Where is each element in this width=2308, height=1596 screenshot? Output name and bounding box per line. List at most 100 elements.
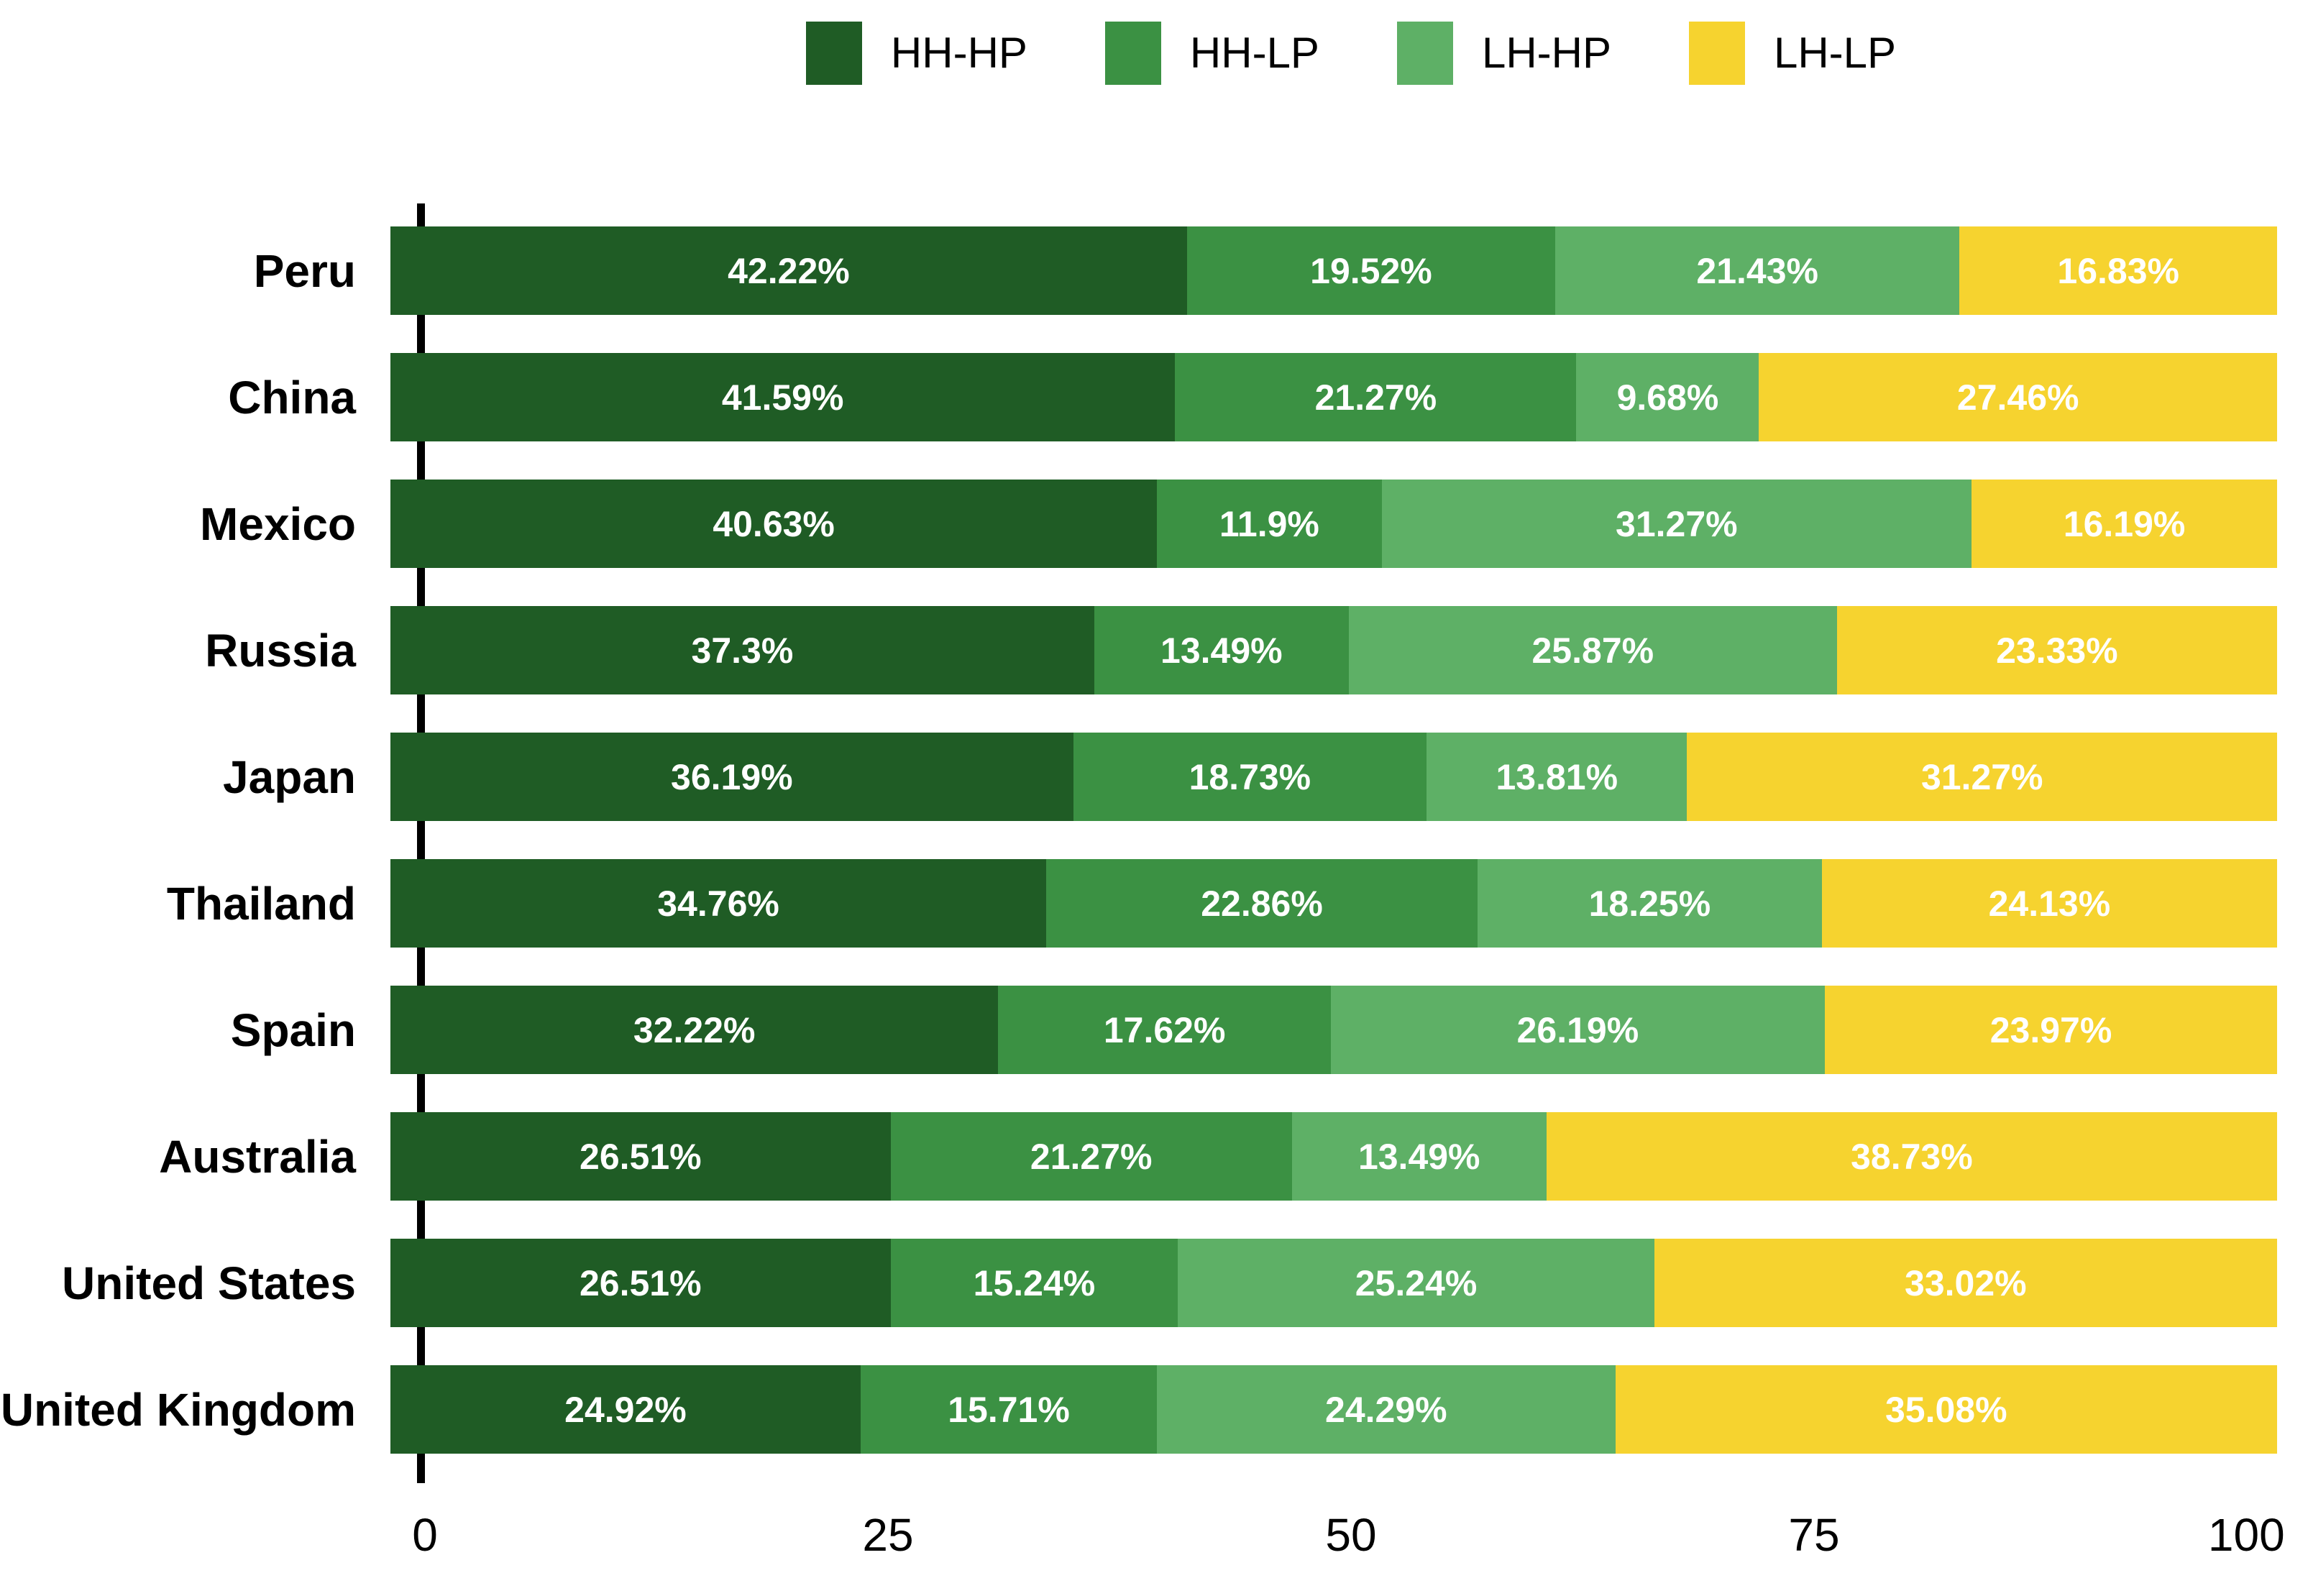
bar-row: Australia 26.51% 21.27% 13.49% 38.73%	[0, 1112, 2278, 1201]
category-label: Thailand	[166, 877, 356, 930]
bar-segment: 13.49%	[1094, 606, 1349, 694]
segment-value-label: 13.81%	[1496, 756, 1618, 797]
x-axis-tick-label: 50	[1325, 1509, 1377, 1561]
segment-value-label: 21.27%	[1314, 377, 1437, 418]
bar-segment: 13.49%	[1291, 1112, 1547, 1201]
bar-segment: 25.87%	[1348, 606, 1837, 694]
segment-value-label: 25.87%	[1531, 630, 1654, 671]
bar-segment: 31.27%	[1687, 733, 2277, 821]
bar-segment: 33.02%	[1654, 1239, 2277, 1327]
legend-label: HH-LP	[1189, 29, 1319, 77]
bar-segment: 21.27%	[890, 1112, 1292, 1201]
segment-value-label: 15.24%	[973, 1262, 1096, 1303]
bar-segment: 23.33%	[1836, 606, 2277, 694]
bar-segment: 9.68%	[1576, 353, 1759, 441]
segment-value-label: 15.71%	[948, 1389, 1070, 1430]
bar-segment: 40.63%	[390, 480, 1158, 568]
segment-value-label: 36.19%	[671, 756, 793, 797]
bar-segment: 37.3%	[390, 606, 1094, 694]
segment-value-label: 11.9%	[1219, 503, 1319, 544]
segment-value-label: 32.22%	[633, 1009, 756, 1050]
bar-segment: 16.19%	[1972, 480, 2277, 568]
segment-value-label: 9.68%	[1616, 377, 1719, 418]
bar-row: Spain 32.22% 17.62% 26.19% 23.97%	[0, 986, 2277, 1074]
segment-value-label: 33.02%	[1905, 1262, 2027, 1303]
bar-segment: 15.24%	[890, 1239, 1178, 1327]
bar-segment: 18.25%	[1477, 859, 1822, 948]
legend-swatch	[1396, 22, 1453, 85]
bar-segment: 18.73%	[1073, 733, 1427, 821]
bar-segment: 26.19%	[1330, 986, 1826, 1074]
legend-label: LH-LP	[1773, 29, 1897, 77]
bar-segment: 34.76%	[390, 859, 1047, 948]
segment-value-label: 23.33%	[1996, 630, 2118, 671]
segment-value-label: 21.43%	[1696, 250, 1819, 291]
bar-track: 24.92% 15.71% 24.29% 35.08%	[390, 1365, 2278, 1454]
bar-segment: 24.13%	[1821, 859, 2277, 948]
bar-row: Peru 42.22% 19.52% 21.43% 16.83%	[0, 226, 2278, 315]
bar-segment: 21.27%	[1175, 353, 1577, 441]
segment-value-label: 24.29%	[1325, 1389, 1447, 1430]
x-axis-tick-label: 0	[412, 1509, 438, 1561]
category-label: United States	[62, 1257, 356, 1309]
segment-value-label: 22.86%	[1201, 883, 1323, 924]
legend-item: HH-LP	[1104, 22, 1319, 85]
bar-track: 26.51% 15.24% 25.24% 33.02%	[390, 1239, 2277, 1327]
segment-value-label: 13.49%	[1160, 630, 1283, 671]
category-label: Peru	[253, 244, 356, 297]
x-axis-tick-label: 75	[1788, 1509, 1840, 1561]
legend-label: HH-HP	[890, 29, 1027, 77]
segment-value-label: 13.49%	[1357, 1136, 1480, 1177]
bar-row: United States 26.51% 15.24% 25.24% 33.02%	[0, 1239, 2277, 1327]
legend-item: LH-HP	[1396, 22, 1611, 85]
bar-track: 42.22% 19.52% 21.43% 16.83%	[390, 226, 2278, 315]
bar-track: 37.3% 13.49% 25.87% 23.33%	[390, 606, 2277, 694]
bar-segment: 17.62%	[998, 986, 1331, 1074]
bar-segment: 38.73%	[1546, 1112, 2278, 1201]
segment-value-label: 31.27%	[1616, 503, 1738, 544]
category-label: Australia	[159, 1130, 356, 1183]
segment-value-label: 19.52%	[1310, 250, 1432, 291]
bar-row: United Kingdom 24.92% 15.71% 24.29% 35.08%	[0, 1365, 2278, 1454]
segment-value-label: 17.62%	[1103, 1009, 1226, 1050]
bar-segment: 23.97%	[1825, 986, 2277, 1074]
category-label: Russia	[205, 624, 356, 677]
bar-segment: 41.59%	[390, 353, 1176, 441]
legend-swatch	[1104, 22, 1161, 85]
bar-segment: 36.19%	[390, 733, 1073, 821]
segment-value-label: 27.46%	[1956, 377, 2079, 418]
legend-swatch	[1688, 22, 1745, 85]
segment-value-label: 26.51%	[580, 1136, 702, 1177]
segment-value-label: 24.13%	[1988, 883, 2111, 924]
bar-segment: 32.22%	[390, 986, 999, 1074]
segment-value-label: 35.08%	[1885, 1389, 2007, 1430]
bar-segment: 15.71%	[860, 1365, 1158, 1454]
bar-row: China 41.59% 21.27% 9.68% 27.46%	[0, 353, 2277, 441]
category-label: Japan	[223, 751, 356, 803]
segment-value-label: 18.73%	[1189, 756, 1311, 797]
legend-item: LH-LP	[1688, 22, 1897, 85]
segment-value-label: 31.27%	[1920, 756, 2043, 797]
segment-value-label: 41.59%	[721, 377, 844, 418]
bar-segment: 31.27%	[1381, 480, 1972, 568]
bar-rows: Peru 42.22% 19.52% 21.43% 16.83% China 41.59% 2…	[0, 226, 2278, 1454]
segment-value-label: 42.22%	[728, 250, 850, 291]
bar-track: 34.76% 22.86% 18.25% 24.13%	[390, 859, 2277, 948]
segment-value-label: 40.63%	[713, 503, 835, 544]
x-axis-tick-label: 25	[862, 1509, 914, 1561]
bar-track: 26.51% 21.27% 13.49% 38.73%	[390, 1112, 2278, 1201]
bar-row: Japan 36.19% 18.73% 13.81% 31.27%	[0, 733, 2277, 821]
bar-segment: 24.29%	[1157, 1365, 1616, 1454]
segment-value-label: 25.24%	[1355, 1262, 1478, 1303]
legend: HH-HP HH-LP LH-HP LH-LP	[425, 22, 2277, 85]
segment-value-label: 24.92%	[564, 1389, 687, 1430]
bar-row: Mexico 40.63% 11.9% 31.27% 16.19%	[0, 480, 2277, 568]
category-label: Mexico	[200, 497, 356, 550]
bar-segment: 42.22%	[390, 226, 1187, 315]
bar-segment: 19.52%	[1186, 226, 1556, 315]
bar-row: Russia 37.3% 13.49% 25.87% 23.33%	[0, 606, 2277, 694]
y-axis-line	[417, 203, 425, 1483]
bar-segment: 16.83%	[1959, 226, 2278, 315]
bar-track: 40.63% 11.9% 31.27% 16.19%	[390, 480, 2277, 568]
